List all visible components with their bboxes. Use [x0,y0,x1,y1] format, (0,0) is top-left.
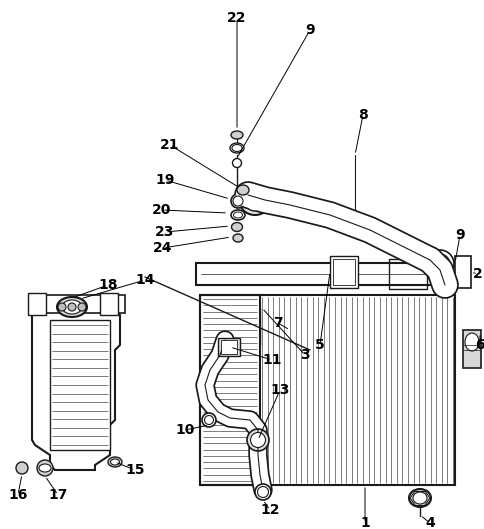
Ellipse shape [232,159,241,168]
Text: 18: 18 [98,278,118,292]
Text: 10: 10 [175,423,194,437]
Text: 4: 4 [424,516,434,529]
Text: 20: 20 [152,203,171,217]
Ellipse shape [232,196,242,206]
Ellipse shape [62,300,82,314]
Bar [199,295,454,485]
Text: 8: 8 [357,108,367,122]
Bar [50,320,110,450]
Text: 12: 12 [260,503,279,517]
Ellipse shape [204,415,213,424]
Text: 9: 9 [304,23,314,37]
Text: 1: 1 [360,516,369,529]
Bar [196,263,458,285]
Text: 22: 22 [227,11,246,25]
Bar [28,293,46,315]
Text: 14: 14 [135,273,154,287]
Circle shape [58,303,66,311]
Ellipse shape [201,413,215,427]
Ellipse shape [412,492,426,504]
Text: 6: 6 [474,338,484,352]
Bar [454,256,470,288]
Ellipse shape [230,194,244,208]
Ellipse shape [257,487,268,497]
Bar [30,295,125,313]
Text: 13: 13 [270,383,289,397]
Ellipse shape [243,189,265,211]
Text: 17: 17 [48,488,68,502]
Text: 23: 23 [155,225,174,239]
Circle shape [68,303,76,311]
Circle shape [78,303,86,311]
Ellipse shape [230,210,244,220]
Ellipse shape [57,297,87,317]
Text: 24: 24 [153,241,172,255]
Polygon shape [32,300,120,470]
Ellipse shape [232,234,242,242]
Bar [388,259,426,289]
Bar [100,293,118,315]
Circle shape [16,462,28,474]
Bar [329,256,357,288]
Ellipse shape [110,459,119,465]
Bar [199,295,259,485]
Ellipse shape [239,185,271,215]
Bar [217,338,240,356]
Ellipse shape [429,254,449,274]
Ellipse shape [408,489,430,507]
Text: 2: 2 [472,267,482,281]
Ellipse shape [464,333,478,351]
Ellipse shape [39,464,51,472]
Bar [221,340,237,354]
Text: 16: 16 [8,488,28,502]
Text: 7: 7 [272,316,282,330]
Ellipse shape [233,212,242,218]
Bar [462,330,480,368]
Ellipse shape [231,144,242,151]
Ellipse shape [255,484,271,500]
Ellipse shape [230,131,242,139]
Circle shape [37,460,53,476]
Text: 15: 15 [125,463,144,477]
Ellipse shape [246,429,269,451]
Text: 5: 5 [315,338,324,352]
Ellipse shape [108,457,122,467]
Text: 21: 21 [160,138,180,152]
Bar [333,259,354,285]
Ellipse shape [229,143,243,153]
Ellipse shape [231,223,242,232]
Text: 9: 9 [454,228,464,242]
Ellipse shape [237,185,248,195]
Ellipse shape [250,433,265,448]
Text: 11: 11 [262,353,281,367]
Text: 3: 3 [300,348,309,362]
Ellipse shape [425,250,453,278]
Text: 19: 19 [155,173,174,187]
